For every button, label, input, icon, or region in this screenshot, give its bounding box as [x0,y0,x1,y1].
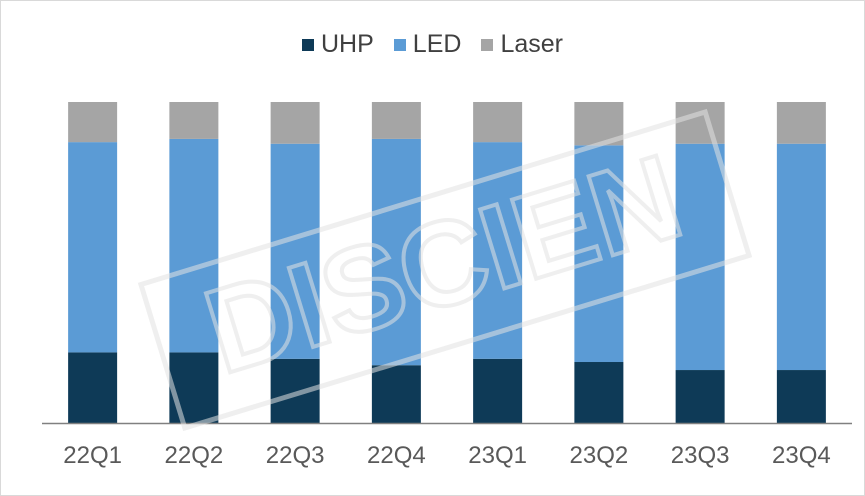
bar-laser-23q3 [675,102,725,144]
bar-laser-22q3 [270,102,320,144]
bar-uhp-22q2 [169,352,219,423]
bar-laser-22q4 [371,102,421,139]
bar-uhp-23q2 [574,362,624,423]
bar-led-23q2 [574,145,624,363]
bar-laser-23q4 [776,102,826,144]
bar-laser-23q2 [574,102,624,146]
bar-uhp-22q1 [68,352,118,423]
legend-label-uhp: UHP [321,30,374,58]
bar-uhp-23q3 [675,370,725,423]
bar-led-22q4 [371,138,421,366]
bars-group [68,102,826,423]
legend-swatch-uhp [302,38,314,51]
legend-item-led: LED [393,30,462,59]
legend-label-laser: Laser [500,30,563,58]
legend-swatch-led [393,38,406,51]
bar-uhp-22q4 [371,365,421,423]
bar-uhp-23q1 [473,358,523,423]
bar-led-22q3 [270,143,320,359]
bar-led-23q1 [473,142,523,359]
legend-item-laser: Laser [481,30,563,59]
bar-laser-23q1 [473,102,523,143]
x-tick-label: 23Q2 [570,442,629,469]
legend-label-led: LED [412,30,462,58]
bar-laser-22q1 [68,102,118,143]
bar-uhp-22q3 [270,358,320,423]
legend-item-uhp: UHP [302,30,374,59]
bar-led-22q2 [169,138,219,353]
legend-swatch-laser [481,38,494,51]
x-tick-label: 23Q1 [468,442,527,469]
x-tick-label: 22Q1 [63,442,122,469]
bar-led-22q1 [68,142,118,353]
bar-laser-22q2 [169,102,219,139]
legend: UHP LED Laser [0,30,865,59]
bar-led-23q4 [776,143,826,371]
x-tick-label: 22Q2 [165,442,224,469]
bar-led-23q3 [675,143,725,371]
x-tick-label: 22Q4 [367,442,426,469]
bar-uhp-23q4 [776,370,826,423]
x-tick-label: 22Q3 [266,442,325,469]
x-tick-label: 23Q4 [772,442,831,469]
x-tick-label: 23Q3 [671,442,730,469]
x-tick-labels: 22Q1 22Q2 22Q3 22Q4 23Q1 23Q2 23Q3 23Q4 [63,442,830,469]
